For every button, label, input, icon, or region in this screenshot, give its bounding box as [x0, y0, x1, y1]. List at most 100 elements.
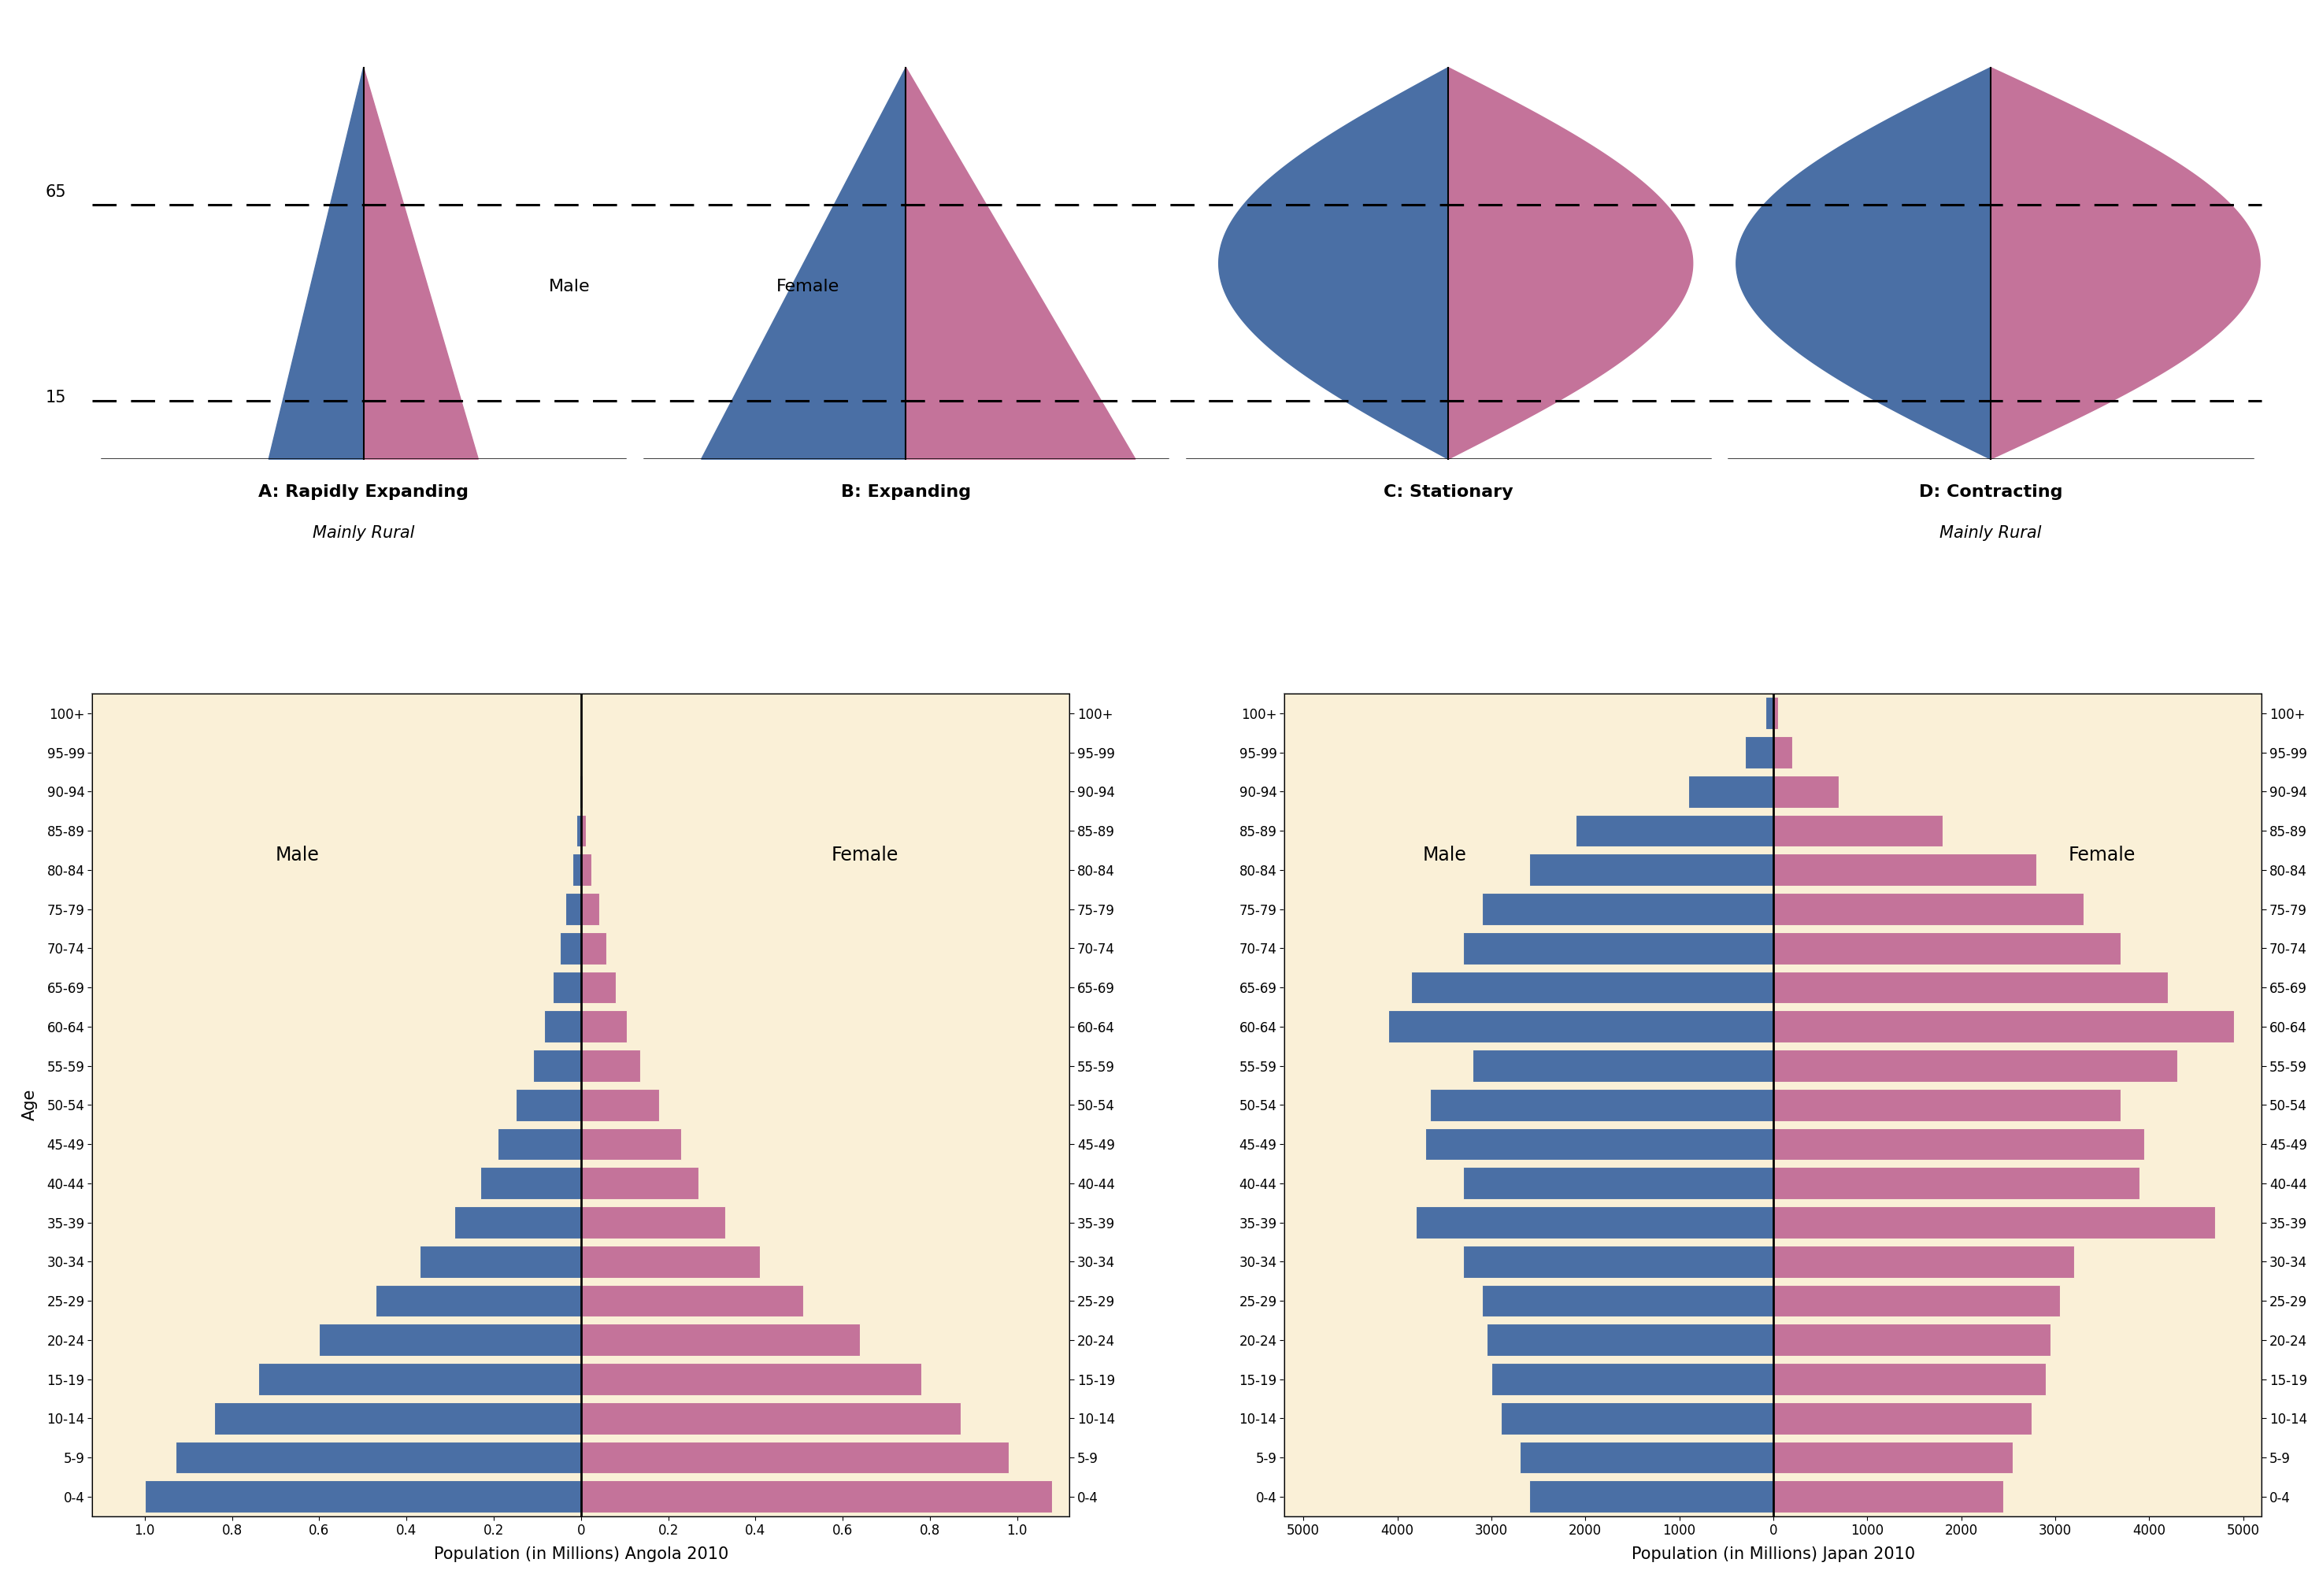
Bar [1417, 1207, 1773, 1238]
Bar [582, 1050, 639, 1082]
Polygon shape [365, 67, 478, 460]
Bar [1528, 1481, 1773, 1513]
Bar [1773, 1481, 2003, 1513]
Polygon shape [1449, 67, 1692, 460]
Bar [1766, 697, 1773, 729]
Bar [376, 1285, 582, 1317]
Text: Female: Female [2068, 846, 2135, 865]
Bar [1500, 1403, 1773, 1435]
Bar [1486, 1323, 1773, 1357]
Bar [533, 1050, 582, 1082]
Bar [1473, 1050, 1773, 1082]
Bar [1426, 1128, 1773, 1160]
Bar [1491, 1363, 1773, 1395]
Bar [145, 1481, 582, 1513]
Text: D: Contracting: D: Contracting [1918, 484, 2063, 500]
Text: Female: Female [778, 279, 840, 294]
Polygon shape [907, 67, 1136, 460]
Bar [215, 1403, 582, 1435]
Bar [420, 1245, 582, 1278]
Bar [1576, 814, 1773, 847]
Bar [545, 1010, 582, 1042]
Text: Mainly Rural: Mainly Rural [1939, 525, 2043, 541]
Bar [582, 1207, 725, 1238]
Bar [1773, 1363, 2045, 1395]
Bar [577, 814, 582, 847]
Text: B: Expanding: B: Expanding [840, 484, 972, 500]
Bar [1773, 1323, 2050, 1357]
Text: Male: Male [549, 279, 591, 294]
Bar [319, 1323, 582, 1357]
Bar [1773, 814, 1943, 847]
Bar [582, 1403, 960, 1435]
Bar [1773, 1050, 2176, 1082]
Bar [1463, 1167, 1773, 1199]
Bar [582, 1245, 759, 1278]
Bar [582, 1441, 1009, 1473]
Text: 65: 65 [46, 184, 67, 200]
X-axis label: Population (in Millions) Japan 2010: Population (in Millions) Japan 2010 [1632, 1547, 1916, 1562]
Bar [1773, 1088, 2121, 1120]
Bar [582, 1323, 861, 1357]
Bar [582, 1481, 1052, 1513]
Bar [582, 972, 616, 1004]
Text: A: Rapidly Expanding: A: Rapidly Expanding [258, 484, 469, 500]
Bar [1745, 736, 1773, 768]
Bar [1773, 894, 2084, 926]
Bar [565, 894, 582, 926]
Bar [1773, 1207, 2216, 1238]
Bar [572, 854, 582, 886]
Bar [1773, 932, 2121, 964]
Text: C: Stationary: C: Stationary [1382, 484, 1514, 500]
Bar [1773, 697, 1777, 729]
Text: Mainly Rural: Mainly Rural [312, 525, 415, 541]
Bar [1773, 1010, 2234, 1042]
Bar [455, 1207, 582, 1238]
Polygon shape [268, 67, 365, 460]
Bar [1773, 776, 1839, 808]
Bar [582, 854, 591, 886]
Text: 15: 15 [46, 389, 67, 405]
Bar [1773, 1245, 2075, 1278]
Bar [1387, 1010, 1773, 1042]
Polygon shape [702, 67, 907, 460]
Text: Male: Male [275, 846, 319, 865]
Y-axis label: Age: Age [23, 1088, 37, 1120]
Bar [552, 972, 582, 1004]
Polygon shape [1992, 67, 2260, 460]
Bar [1773, 854, 2036, 886]
Bar [1773, 1128, 2144, 1160]
Bar [1463, 1245, 1773, 1278]
Bar [515, 1088, 582, 1120]
Bar [499, 1128, 582, 1160]
Bar [582, 1167, 699, 1199]
Bar [1482, 894, 1773, 926]
Bar [1773, 1285, 2059, 1317]
Bar [582, 1285, 803, 1317]
X-axis label: Population (in Millions) Angola 2010: Population (in Millions) Angola 2010 [434, 1547, 729, 1562]
Polygon shape [1219, 67, 1449, 460]
Bar [561, 932, 582, 964]
Bar [1773, 972, 2167, 1004]
Bar [1773, 1441, 2013, 1473]
Bar [1773, 1403, 2031, 1435]
Bar [1519, 1441, 1773, 1473]
Polygon shape [1736, 67, 1992, 460]
Bar [258, 1363, 582, 1395]
Bar [582, 932, 607, 964]
Bar [1689, 776, 1773, 808]
Bar [1773, 736, 1791, 768]
Bar [582, 1128, 681, 1160]
Bar [582, 1363, 921, 1395]
Bar [1463, 932, 1773, 964]
Bar [175, 1441, 582, 1473]
Bar [1528, 854, 1773, 886]
Bar [1482, 1285, 1773, 1317]
Text: Female: Female [831, 846, 898, 865]
Bar [480, 1167, 582, 1199]
Bar [582, 894, 600, 926]
Bar [582, 1088, 660, 1120]
Bar [582, 814, 586, 847]
Bar [1431, 1088, 1773, 1120]
Bar [1773, 1167, 2140, 1199]
